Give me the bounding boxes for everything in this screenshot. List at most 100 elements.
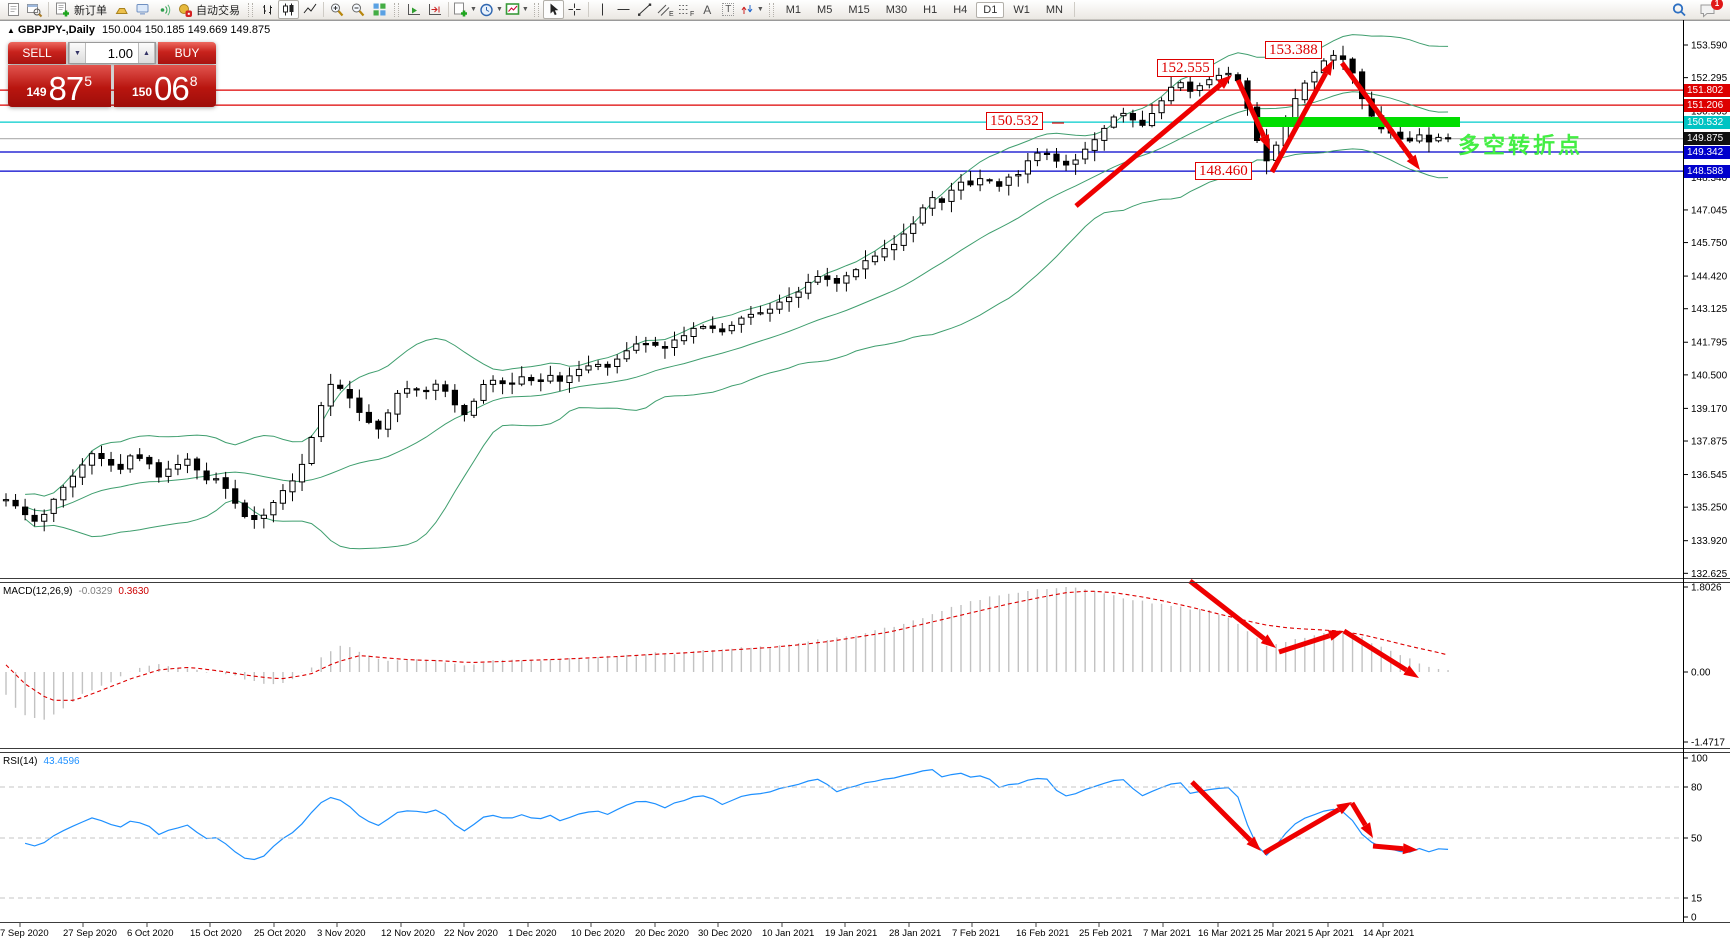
axis-tick-label: 135.250 xyxy=(1691,503,1728,514)
bb-middle xyxy=(24,91,1449,512)
virtual-hosting-icon[interactable] xyxy=(132,0,153,19)
fibonacci-tool-button[interactable]: F xyxy=(676,0,697,19)
price-annotation-label[interactable]: 148.460 xyxy=(1195,162,1252,180)
timeframe-button-m15[interactable]: M15 xyxy=(848,3,870,16)
collapse-arrow-icon[interactable]: ▲ xyxy=(7,26,15,35)
vertical-line-tool-button[interactable] xyxy=(592,0,613,19)
sell-price-big: 87 xyxy=(48,70,85,107)
highlight-bar xyxy=(1258,117,1460,127)
buy-price[interactable]: 150 06 8 xyxy=(113,65,216,107)
axis-tick-label: 1.8026 xyxy=(1691,583,1722,594)
main-toolbar: 新订单 自动交易 ▼ ▼ ▼ E F A T ▼ M1 M5 M15 M30 H1 H4 D… xyxy=(0,0,1730,20)
axis-tick-label: 145.750 xyxy=(1691,238,1728,249)
macd-signal-line xyxy=(5,590,1449,701)
lot-size-field[interactable]: 1.00 xyxy=(107,45,133,61)
candlestick-mode-button[interactable] xyxy=(278,0,299,19)
annotation-layer xyxy=(1074,60,1420,856)
trend-arrow xyxy=(1372,843,1404,852)
chart-profiles-button[interactable] xyxy=(24,0,45,19)
axis-tick-label: 137.875 xyxy=(1691,437,1728,448)
date-axis-label: 6 Oct 2020 xyxy=(127,928,173,939)
sell-price[interactable]: 149 87 5 xyxy=(8,65,111,107)
new-order-button[interactable] xyxy=(52,0,73,19)
horizontal-line-tool-button[interactable] xyxy=(613,0,634,19)
zoom-out-button[interactable] xyxy=(348,0,369,19)
timeframe-button-m5[interactable]: M5 xyxy=(817,3,833,16)
trendline-tool-button[interactable] xyxy=(634,0,655,19)
date-axis-label: 5 Apr 2021 xyxy=(1308,928,1354,939)
axis-tick-label: 148.340 xyxy=(1691,173,1728,184)
timeframe-button-m1[interactable]: M1 xyxy=(785,3,802,16)
gold-symbol-icon[interactable] xyxy=(111,0,132,19)
text-tool-button[interactable]: A xyxy=(697,0,718,19)
price-annotation-label[interactable]: 153.388 xyxy=(1265,41,1322,59)
lot-increase-button[interactable]: ▲ xyxy=(138,43,155,63)
auto-scroll-button[interactable] xyxy=(403,0,424,19)
timeframe-button-w1[interactable]: W1 xyxy=(1013,3,1030,16)
price-annotation-label[interactable]: 152.555 xyxy=(1157,59,1214,77)
chart-shift-button[interactable] xyxy=(424,0,445,19)
new-chart-button[interactable] xyxy=(3,0,24,19)
trend-arrow xyxy=(1339,61,1414,160)
notifications-icon[interactable]: 1 xyxy=(1698,0,1723,19)
axis-tick-label: 50 xyxy=(1691,834,1703,845)
axis-tick-label: 0.00 xyxy=(1691,668,1711,679)
zoom-in-button[interactable] xyxy=(327,0,348,19)
search-icon[interactable] xyxy=(1669,0,1690,19)
trend-arrow xyxy=(1074,82,1223,208)
trend-arrow xyxy=(1188,579,1266,641)
timeframe-group: M1 M5 M15 M30 H1 H4 D1 W1 MN xyxy=(778,1,1071,18)
equidistant-channel-tool-button[interactable]: E xyxy=(655,0,676,19)
crosshair-tool-button[interactable] xyxy=(564,0,585,19)
one-click-trading-panel: SELL ▼ 1.00 ▲ BUY 149 87 5 150 06 8 xyxy=(8,42,216,107)
trend-arrow xyxy=(1278,633,1331,655)
date-axis-label: 7 Sep 2020 xyxy=(0,928,49,939)
bb-upper xyxy=(25,34,1449,497)
signals-icon[interactable] xyxy=(153,0,174,19)
date-axis-label: 25 Feb 2021 xyxy=(1079,928,1132,939)
macd-layer xyxy=(5,587,1449,720)
axis-tick-label: 139.170 xyxy=(1691,404,1728,415)
bar-chart-mode-button[interactable] xyxy=(257,0,278,19)
trend-arrow xyxy=(1269,72,1328,174)
new-template-button[interactable]: ▼ xyxy=(452,0,478,19)
indicators-button[interactable]: ▼ xyxy=(504,0,530,19)
lot-decrease-button[interactable]: ▼ xyxy=(69,43,86,63)
trend-arrow xyxy=(1235,78,1267,138)
date-axis-label: 3 Nov 2020 xyxy=(317,928,366,939)
timeframe-button-h1[interactable]: H1 xyxy=(923,3,938,16)
sell-button[interactable]: SELL xyxy=(8,42,66,64)
timeframe-button-d1[interactable]: D1 xyxy=(976,1,1005,18)
new-order-label[interactable]: 新订单 xyxy=(74,4,107,17)
text-label-glyph: T xyxy=(722,3,735,16)
date-axis-label: 15 Oct 2020 xyxy=(190,928,242,939)
rsi-indicator-label: RSI(14) 43.4596 xyxy=(3,756,80,767)
timeframe-button-m30[interactable]: M30 xyxy=(885,3,908,16)
date-axis-label: 19 Jan 2021 xyxy=(825,928,877,939)
periods-button[interactable]: ▼ xyxy=(478,0,504,19)
autotrading-label[interactable]: 自动交易 xyxy=(196,4,240,17)
buy-button[interactable]: BUY xyxy=(158,42,216,64)
axis-tick-label: 144.420 xyxy=(1691,272,1728,283)
line-chart-mode-button[interactable] xyxy=(299,0,320,19)
timeframe-button-h4[interactable]: H4 xyxy=(953,3,968,16)
timeframe-button-mn[interactable]: MN xyxy=(1045,3,1063,16)
autotrading-button[interactable] xyxy=(174,0,195,19)
date-axis-label: 28 Jan 2021 xyxy=(889,928,941,939)
text-label-tool-button[interactable]: T xyxy=(718,0,739,19)
date-axis-label: 20 Dec 2020 xyxy=(635,928,689,939)
date-axis-label: 27 Sep 2020 xyxy=(63,928,117,939)
axis-tick-label: 80 xyxy=(1691,783,1703,794)
date-axis-label: 30 Dec 2020 xyxy=(698,928,752,939)
axis-tick-label: 152.295 xyxy=(1691,73,1728,84)
trend-arrow xyxy=(1342,628,1408,673)
price-annotation-label[interactable]: 150.532 xyxy=(986,112,1043,130)
tile-windows-button[interactable] xyxy=(369,0,390,19)
trend-arrow xyxy=(1349,801,1368,827)
axis-tick-label: 136.545 xyxy=(1691,470,1728,481)
arrows-tool-button[interactable]: ▼ xyxy=(739,0,765,19)
cursor-tool-button[interactable] xyxy=(542,0,564,19)
date-axis-label: 12 Nov 2020 xyxy=(381,928,435,939)
ohlc-values: 150.004 150.185 149.669 149.875 xyxy=(101,24,271,36)
